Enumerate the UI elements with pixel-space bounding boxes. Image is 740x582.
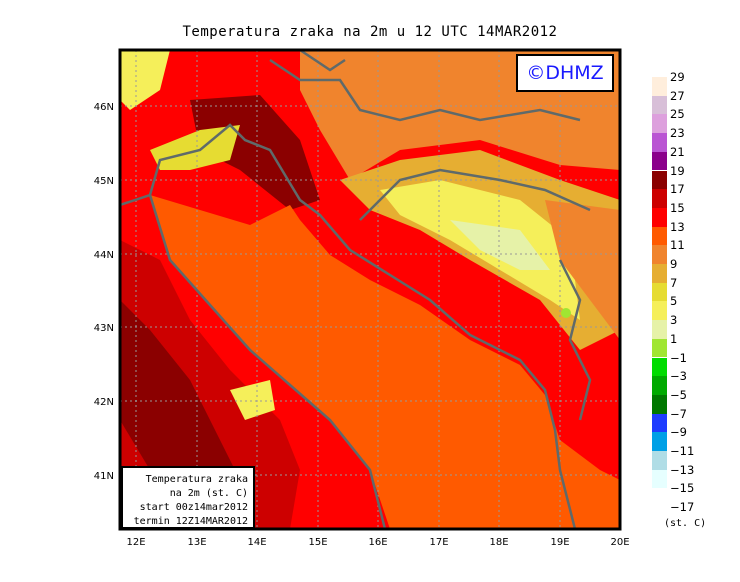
legend-swatch (652, 151, 667, 171)
coastline (120, 50, 592, 529)
temp-zone-m1-1 (561, 308, 571, 318)
lat-tick: 42N (94, 397, 114, 408)
lon-tick: 13E (187, 537, 206, 548)
lon-tick: 15E (308, 537, 327, 548)
legend-level-label: −15 (670, 481, 695, 496)
legend-swatch (652, 394, 667, 414)
legend-level-label: 13 (670, 219, 685, 234)
legend-swatch (652, 114, 667, 134)
lat-tick: 41N (94, 471, 114, 482)
legend-swatch (652, 432, 667, 451)
legend-level-label: −11 (670, 444, 695, 458)
legend-swatch (652, 133, 667, 152)
legend-level-label: 21 (670, 144, 685, 159)
legend-level-label: −17 (670, 500, 695, 515)
legend-swatch (652, 451, 667, 470)
legend-swatch (652, 469, 667, 489)
info-line: termin 12Z14MAR2012 (133, 516, 248, 527)
legend-level-label: 15 (670, 200, 685, 215)
info-line: na 2m (st. C) (169, 488, 248, 499)
legend-swatch (652, 264, 667, 283)
legend-swatch (652, 320, 667, 339)
legend-level-label: 7 (670, 275, 678, 290)
legend-level-label: 23 (670, 126, 685, 141)
legend-level-label: 9 (670, 257, 678, 271)
legend-level-label: −13 (670, 462, 695, 477)
legend-level-label: 25 (670, 107, 685, 122)
legend-level-label: 29 (670, 70, 685, 84)
temp-zone-3-5 (230, 380, 275, 420)
legend-swatch (652, 338, 667, 358)
legend-level-label: 5 (670, 294, 678, 309)
lat-tick: 46N (94, 102, 114, 113)
lon-tick: 14E (247, 537, 266, 548)
info-line: Temperatura zraka (145, 474, 248, 485)
legend-swatch (652, 170, 667, 190)
legend-swatch (652, 226, 667, 246)
legend-swatch (652, 282, 667, 302)
lat-axis: 46N 45N 44N 43N 42N 41N (94, 102, 114, 482)
lon-tick: 17E (429, 537, 448, 548)
legend-level-label: −1 (670, 350, 687, 365)
legend-level-label: 19 (670, 163, 685, 178)
legend-swatch (652, 357, 667, 377)
legend-swatch (652, 301, 667, 321)
legend-level-label: 17 (670, 182, 685, 197)
lon-axis: 12E 13E 14E 15E 16E 17E 18E 19E 20E (126, 537, 629, 548)
temp-zone-1-3 (450, 220, 550, 270)
lon-tick: 16E (368, 537, 387, 548)
lat-tick: 44N (94, 250, 114, 261)
legend-level-label: 1 (670, 331, 678, 346)
legend-level-label: 11 (670, 238, 685, 253)
legend-level-label: −9 (670, 425, 687, 440)
legend-level-label: −5 (670, 387, 687, 402)
legend-level-label: −7 (670, 406, 687, 421)
legend-swatch (652, 207, 667, 227)
legend-level-label: 27 (670, 88, 685, 103)
map-frame (118, 48, 622, 531)
lat-tick: 45N (94, 176, 114, 187)
legend-level-label: 3 (670, 313, 678, 328)
info-box: Temperatura zraka na 2m (st. C) start 00… (121, 466, 255, 529)
legend-swatch (652, 77, 667, 96)
lon-tick: 19E (550, 537, 569, 548)
temp-zone-9-11 (545, 200, 620, 340)
legend-level-label: −3 (670, 369, 687, 384)
map-title: Temperatura zraka na 2m u 12 UTC 14MAR20… (182, 24, 558, 40)
legend-units: (st. C) (664, 518, 707, 529)
lon-tick: 12E (126, 537, 145, 548)
lon-tick: 20E (610, 537, 629, 548)
temp-zone-3-5 (120, 50, 170, 110)
legend-swatch (652, 95, 667, 115)
info-line: start 00z14mar2012 (139, 502, 248, 513)
legend-swatch (652, 245, 667, 264)
legend-swatch (652, 376, 667, 395)
adriatic-sea-zone-11-13 (150, 195, 620, 529)
lon-tick: 18E (489, 537, 508, 548)
legend-swatch (652, 413, 667, 433)
legend-swatch (652, 189, 667, 208)
dhmz-logo: ©DHMZ (516, 54, 614, 92)
lat-tick: 43N (94, 323, 114, 334)
temp-zone-17-19 (120, 300, 240, 500)
